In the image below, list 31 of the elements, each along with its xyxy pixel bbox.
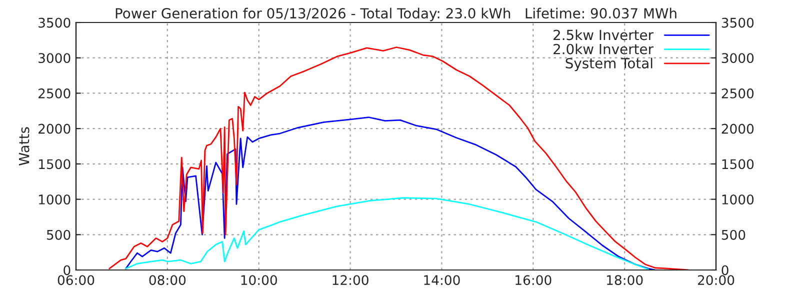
legend-label: System Total <box>566 58 652 72</box>
y-tick-label: 1500 <box>39 159 70 170</box>
y-axis-title: Watts <box>18 127 30 166</box>
y-tick-label: 3500 <box>38 18 70 28</box>
x-tick-label: 08:00 <box>149 275 186 286</box>
y-tick-label: 1000 <box>39 194 70 204</box>
legend-label: 2.5kw Inverter <box>554 29 654 40</box>
x-tick-label: 16:00 <box>516 275 552 286</box>
y2-tick-label: 1500 <box>722 159 754 170</box>
y-tick-label: 3000 <box>38 53 70 64</box>
legend-label: 2.0kw Inverter <box>554 44 654 54</box>
y2-tick-label: 500 <box>722 230 746 240</box>
x-tick-label: 20:00 <box>698 275 734 286</box>
y2-tick-label: 1000 <box>722 194 754 204</box>
y2-tick-label: 2500 <box>722 88 754 98</box>
y-tick-label: 2500 <box>38 88 70 98</box>
chart-title: Power Generation for 05/13/2026 - Total Today: 23.0 kWh Lifetime: 90.037 MWh <box>116 8 676 22</box>
y2-tick-label: 3500 <box>722 18 754 28</box>
y-tick-label: 0 <box>64 265 70 276</box>
x-tick-label: 12:00 <box>332 275 368 286</box>
y-tick-label: 2000 <box>38 124 70 134</box>
x-tick-label: 10:00 <box>241 275 277 286</box>
line-series <box>125 116 656 270</box>
line-series <box>125 197 650 270</box>
y2-tick-label: 3000 <box>722 53 754 64</box>
y2-tick-label: 0 <box>722 265 728 276</box>
x-tick-label: 14:00 <box>424 275 460 286</box>
x-tick-label: 06:00 <box>58 275 94 286</box>
x-tick-label: 18:00 <box>607 275 643 286</box>
y2-tick-label: 2000 <box>722 124 754 134</box>
y-tick-label: 500 <box>46 230 70 240</box>
